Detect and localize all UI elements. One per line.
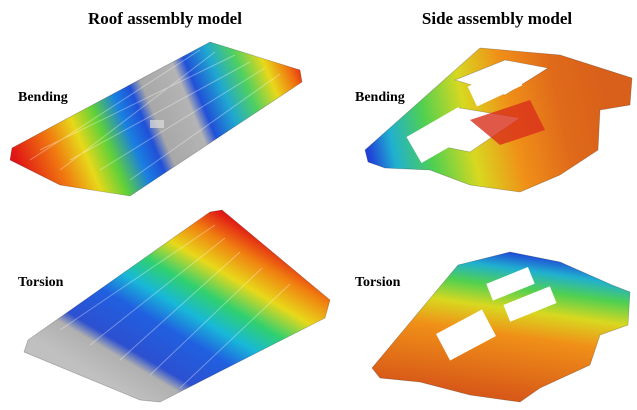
panel-label: Torsion	[18, 275, 64, 290]
panel-label: Bending	[18, 90, 68, 105]
figure: Roof assembly model Side assembly model …	[0, 0, 637, 410]
side-torsion-model	[372, 252, 630, 402]
panel-label: Torsion	[355, 275, 401, 290]
column-title: Roof assembly model	[88, 9, 242, 28]
side-bending-model	[365, 48, 632, 192]
roof-bending-model	[10, 42, 302, 196]
panel-label: Bending	[355, 90, 405, 105]
page: Roof assembly model Side assembly model …	[0, 0, 637, 410]
column-title: Side assembly model	[422, 9, 572, 28]
roof-torsion-model	[24, 210, 330, 402]
